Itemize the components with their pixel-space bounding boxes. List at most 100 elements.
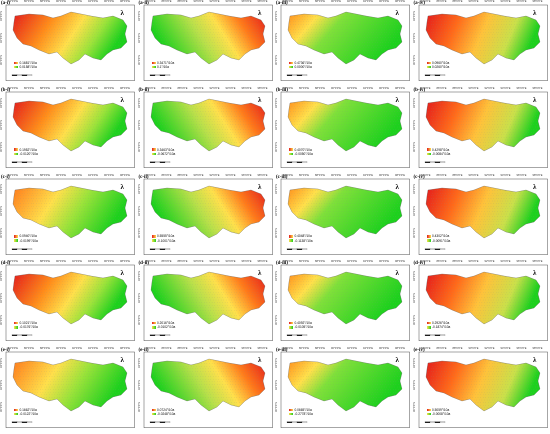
legend-unit: °/10a bbox=[30, 325, 38, 330]
longitude-tick-label: 90°0'0"E bbox=[331, 173, 341, 177]
latitude-tick-label: 30°0'0"N bbox=[412, 401, 416, 412]
map-frame bbox=[280, 4, 410, 81]
legend-swatch bbox=[289, 413, 293, 416]
legend-swatch bbox=[426, 408, 431, 412]
legend-unit: °/10a bbox=[161, 65, 169, 70]
latitude-tick-label: 34°0'0"N bbox=[137, 10, 141, 21]
map-panel: (e-i) λ 84°0'0"E 86°0'0"E 88°0'0"E 90°0'0"E 92… bbox=[0, 347, 138, 434]
longitude-tick-label: 98°0'0"E bbox=[257, 347, 268, 351]
longitude-tick-label: 88°0'0"E bbox=[40, 0, 50, 3]
scale-bar bbox=[286, 335, 308, 337]
longitude-tick-label: 86°0'0"E bbox=[299, 0, 309, 3]
longitude-tick-label: 94°0'0"E bbox=[225, 260, 236, 264]
legend-unit: °/10a bbox=[166, 60, 175, 65]
map-frame bbox=[418, 265, 548, 342]
map-frame bbox=[143, 91, 273, 168]
map-frame bbox=[418, 351, 548, 429]
latitude-tick-label: 32°0'0"N bbox=[275, 32, 278, 43]
legend-entry: 0.0000 °/10a bbox=[289, 65, 312, 69]
longitude-tick-label: 88°0'0"E bbox=[452, 0, 463, 3]
legend-swatch bbox=[289, 235, 293, 238]
longitude-tick-label: 86°0'0"E bbox=[161, 173, 172, 177]
trend-legend: 0.4070 °/10a -0.0050 °/10a bbox=[289, 148, 313, 156]
north-arrow-icon: λ bbox=[120, 9, 124, 17]
region-trend-fill bbox=[425, 185, 540, 238]
longitude-tick-label: 88°0'0"E bbox=[40, 173, 50, 177]
scale-bar bbox=[286, 74, 308, 76]
longitude-tick-label: 90°0'0"E bbox=[468, 347, 479, 351]
longitude-tick-label: 90°0'0"E bbox=[468, 260, 479, 264]
trend-legend: 0.1952 °/10a -0.0120 °/10a bbox=[14, 148, 38, 156]
legend-unit: °/10a bbox=[304, 408, 312, 413]
significance-dots bbox=[425, 100, 539, 151]
map-frame bbox=[143, 265, 273, 342]
panel-label: (c-iv) bbox=[413, 174, 425, 180]
longitude-tick-label: 84°0'0"E bbox=[8, 0, 18, 3]
trend-legend: 0.4048 °/10a -0.1138 °/10a bbox=[289, 234, 313, 243]
legend-value: -0.0672 bbox=[157, 151, 168, 156]
map-panel: (b-ii) λ 84°0'0"E 86°0'0"E 88°0'0"E 90°0'0"E 9… bbox=[138, 87, 276, 174]
panel-label: (c-i) bbox=[1, 174, 10, 180]
latitude-tick-label: 32°0'0"N bbox=[0, 379, 3, 390]
latitude-tick-label: 30°0'0"N bbox=[412, 54, 416, 65]
map-frame bbox=[143, 4, 273, 81]
longitude-tick-label: 98°0'0"E bbox=[395, 260, 405, 264]
latitude-tick-label: 32°0'0"N bbox=[412, 206, 416, 217]
legend-swatch bbox=[426, 413, 431, 416]
longitude-tick-label: 88°0'0"E bbox=[40, 347, 50, 351]
legend-unit: °/10a bbox=[304, 60, 312, 65]
legend-unit: °/10a bbox=[167, 325, 176, 330]
longitude-tick-label: 86°0'0"E bbox=[299, 347, 309, 351]
legend-entry: -0.0199 °/10a bbox=[14, 239, 38, 243]
legend-entry: -0.1874 °/10a bbox=[426, 325, 450, 329]
north-arrow-icon: λ bbox=[533, 95, 537, 104]
map-frame bbox=[5, 4, 135, 81]
trend-legend: 0.0724 °/10a -0.0248 °/10a bbox=[151, 408, 176, 416]
legend-swatch bbox=[426, 326, 431, 329]
scale-bar bbox=[11, 421, 33, 424]
legend-unit: °/10a bbox=[441, 321, 450, 326]
north-arrow-icon: λ bbox=[120, 269, 124, 278]
longitude-tick-label: 88°0'0"E bbox=[452, 86, 463, 90]
longitude-tick-label: 88°0'0"E bbox=[452, 173, 463, 177]
map-frame bbox=[5, 265, 135, 342]
latitude-tick-label: 30°0'0"N bbox=[412, 315, 416, 326]
legend-entry: 0.2016 °/10a bbox=[151, 321, 176, 325]
legend-entry: 0.3463 °/10a bbox=[151, 148, 176, 152]
map-panel: (c-i) λ 84°0'0"E 86°0'0"E 88°0'0"E 90°0'0"E 92… bbox=[0, 174, 138, 261]
legend-entry: 0.0724 °/10a bbox=[151, 408, 176, 412]
longitude-tick-label: 98°0'0"E bbox=[532, 0, 543, 3]
legend-entry: -0.0091 °/10a bbox=[426, 239, 450, 243]
legend-entry: 0.4092 °/10a bbox=[289, 321, 313, 325]
latitude-tick-label: 30°0'0"N bbox=[137, 315, 141, 326]
scale-bar bbox=[286, 161, 308, 163]
longitude-tick-label: 98°0'0"E bbox=[120, 86, 130, 90]
longitude-tick-label: 88°0'0"E bbox=[315, 86, 325, 90]
latitude-tick-label: 34°0'0"N bbox=[275, 184, 278, 195]
legend-value: 0.0260 bbox=[432, 65, 442, 70]
longitude-tick-label: 92°0'0"E bbox=[484, 260, 495, 264]
longitude-tick-label: 92°0'0"E bbox=[347, 0, 357, 3]
latitude-tick-label: 34°0'0"N bbox=[0, 357, 3, 368]
longitude-tick-label: 84°0'0"E bbox=[283, 173, 293, 177]
longitude-tick-label: 86°0'0"E bbox=[299, 86, 309, 90]
legend-value: 0.1 bbox=[157, 65, 162, 70]
longitude-tick-label: 98°0'0"E bbox=[532, 347, 543, 351]
map-panel: (d-i) λ 84°0'0"E 86°0'0"E 88°0'0"E 90°0'0"E 92… bbox=[0, 260, 138, 347]
panel-label: (a-iii) bbox=[276, 1, 288, 6]
legend-unit: °/10a bbox=[441, 60, 450, 65]
longitude-tick-label: 96°0'0"E bbox=[241, 260, 252, 264]
longitude-tick-label: 94°0'0"E bbox=[88, 86, 98, 90]
scale-bar bbox=[149, 161, 170, 163]
latitude-tick-label: 34°0'0"N bbox=[0, 97, 3, 108]
legend-unit: °/10a bbox=[304, 234, 312, 239]
legend-unit: °/10a bbox=[304, 65, 312, 70]
legend-swatch bbox=[151, 326, 156, 329]
panel-label: (d-ii) bbox=[138, 261, 150, 267]
legend-swatch bbox=[426, 148, 431, 151]
legend-unit: °/10a bbox=[166, 234, 175, 239]
legend-unit: °/10a bbox=[442, 151, 451, 156]
longitude-tick-label: 88°0'0"E bbox=[177, 347, 188, 351]
longitude-tick-label: 88°0'0"E bbox=[40, 86, 50, 90]
latitude-tick-label: 32°0'0"N bbox=[412, 32, 416, 43]
